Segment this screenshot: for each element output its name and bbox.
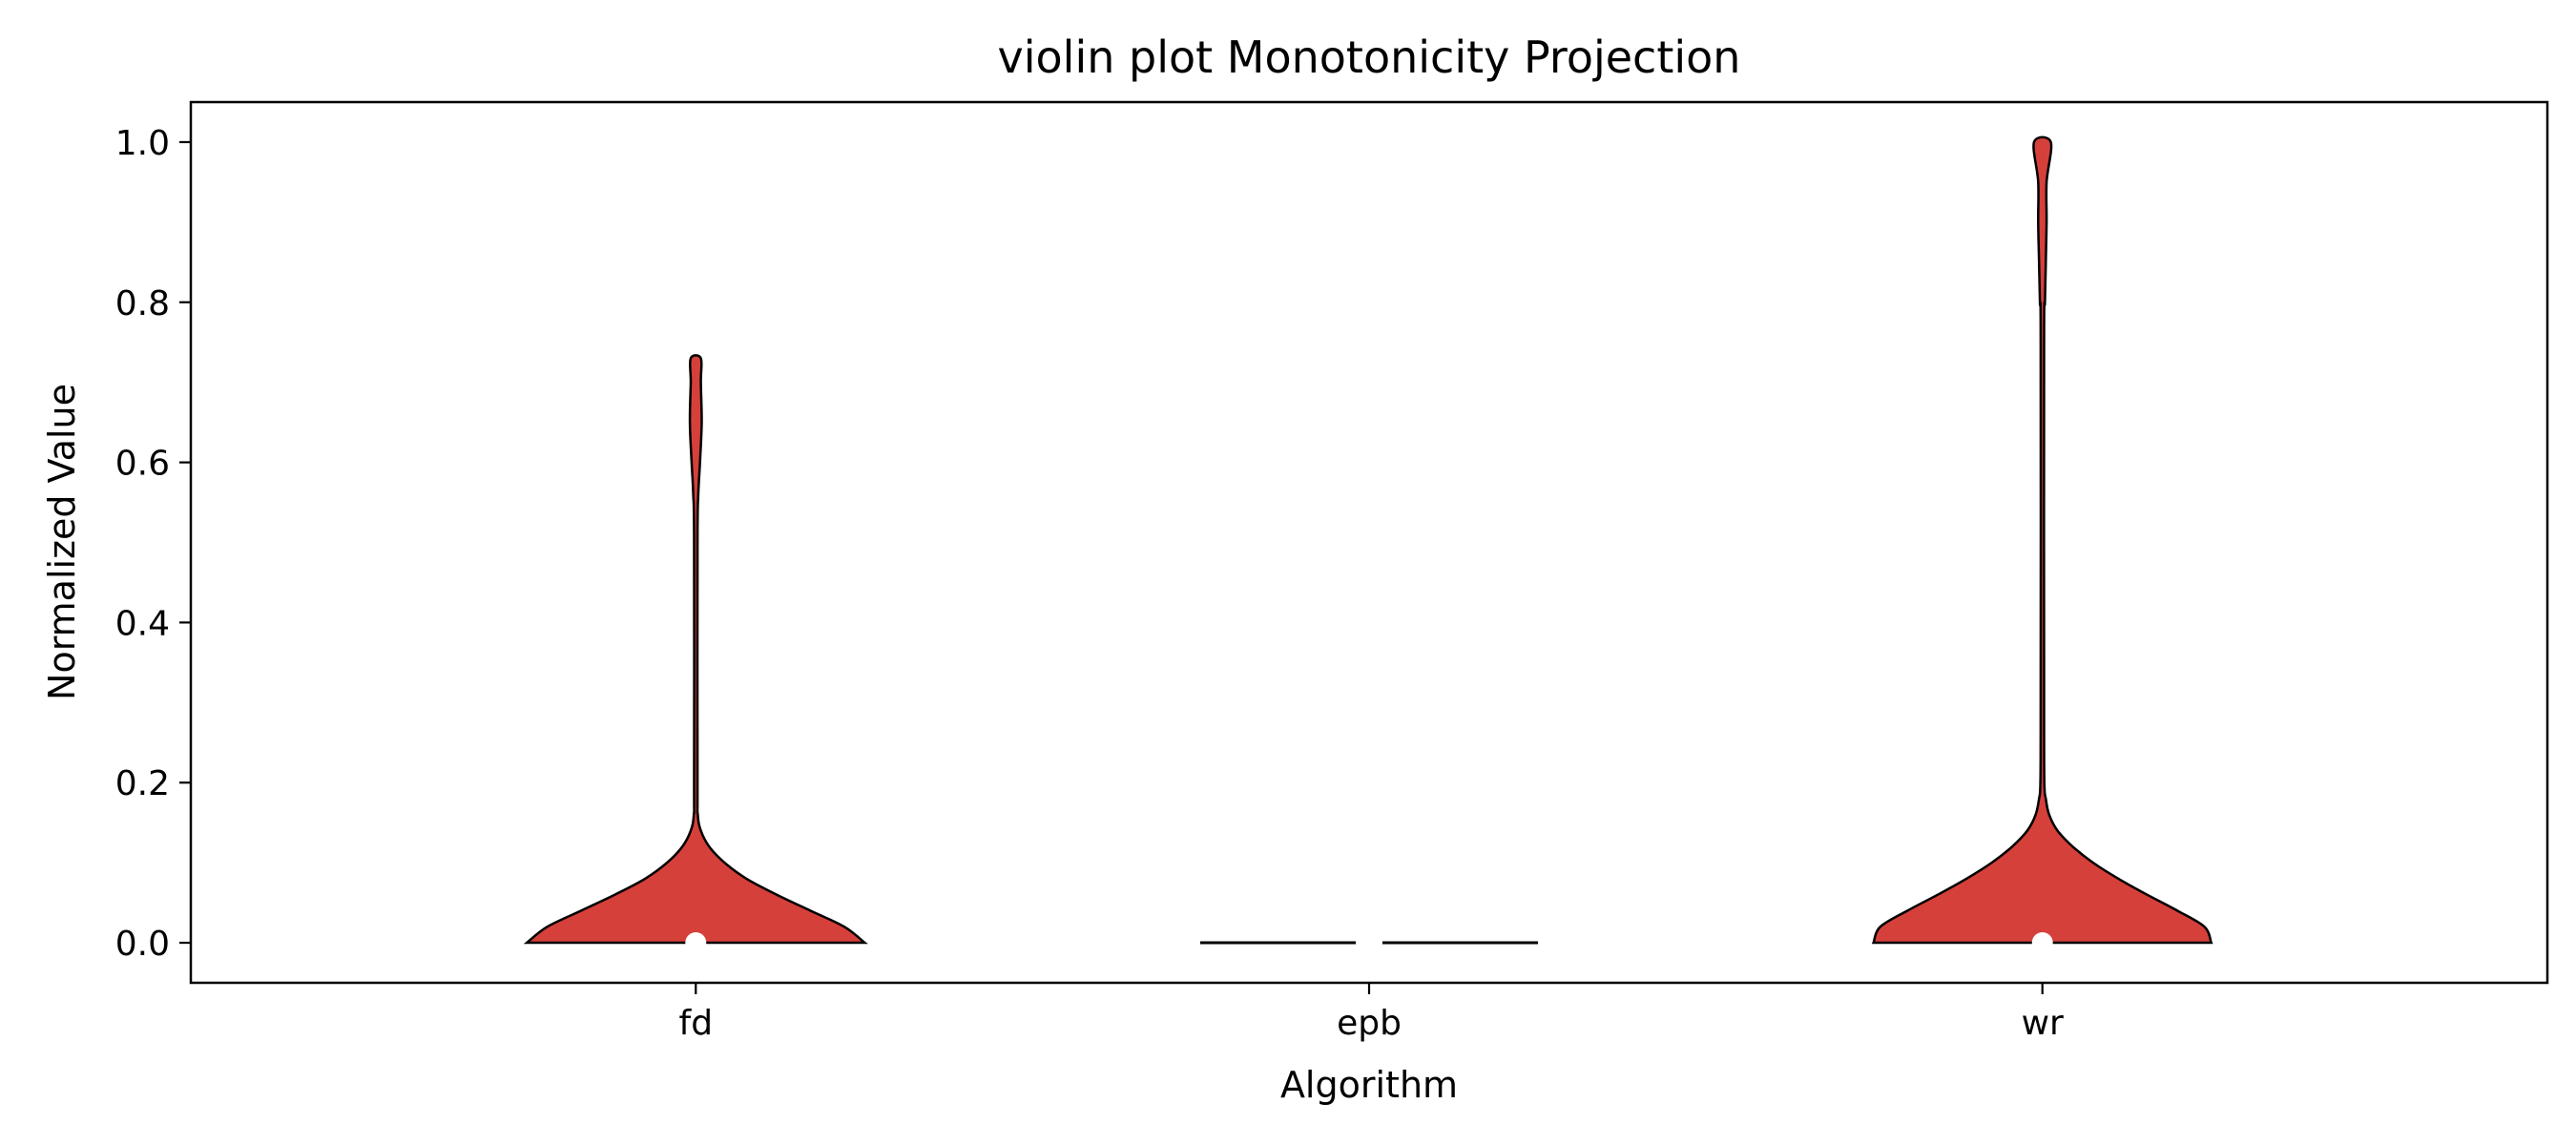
violin-wr [1871,135,2213,945]
x-tick-label: epb [1337,1004,1402,1043]
x-ticks-group: fd epb wr [679,983,2064,1043]
y-tick-label: 0.0 [115,925,170,964]
y-tick-label: 0.2 [115,764,170,803]
median-marker-wr [2031,932,2053,954]
plot-frame [189,100,2549,985]
y-tick-label: 0.8 [115,284,170,323]
y-ticks-group: 0.0 0.2 0.4 0.6 0.8 1.0 [115,124,191,964]
y-tick-label: 0.4 [115,604,170,643]
y-axis-label: Normalized Value [41,384,83,700]
y-tick-label: 1.0 [115,124,170,163]
violins-group [523,135,2213,954]
chart-title: violin plot Monotonicity Projection [998,31,1741,83]
x-tick-label: wr [2022,1004,2064,1043]
median-marker-fd [685,932,707,954]
violin-fd [523,354,868,945]
x-axis-label: Algorithm [1280,1064,1458,1106]
x-tick-label: fd [679,1004,714,1043]
y-tick-label: 0.6 [115,445,170,484]
